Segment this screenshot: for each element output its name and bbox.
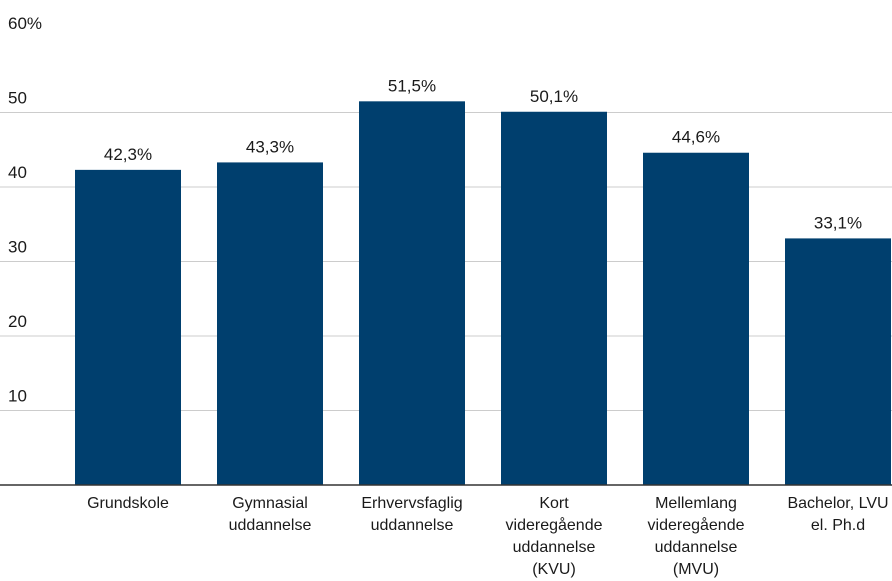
- y-tick-label: 40: [8, 163, 27, 182]
- category-label: Gymnasial: [232, 495, 308, 512]
- data-labels: 42,3% 43,3% 51,5% 50,1% 44,6% 33,1%: [104, 76, 862, 232]
- bar: [359, 101, 465, 485]
- category-label: uddannelse: [371, 517, 454, 534]
- bar-value-label: 42,3%: [104, 145, 152, 164]
- y-axis-ticks: 10 20 30 40 50 60%: [8, 14, 42, 406]
- category-label: Bachelor, LVU: [787, 495, 888, 512]
- bar: [217, 162, 323, 486]
- bars: [75, 101, 891, 486]
- bar-value-label: 33,1%: [814, 213, 862, 232]
- category-label: Kort: [539, 495, 569, 512]
- category-label: uddannelse: [655, 539, 738, 556]
- category-label: Grundskole: [87, 495, 169, 512]
- bar-value-label: 51,5%: [388, 76, 436, 95]
- category-label: Mellemlang: [655, 495, 737, 512]
- bar-value-label: 44,6%: [672, 128, 720, 147]
- category-label: uddannelse: [229, 517, 312, 534]
- category-label: uddannelse: [513, 539, 596, 556]
- category-label: videregående: [648, 516, 745, 534]
- y-tick-label: 10: [8, 387, 27, 406]
- category-label: Erhvervsfaglig: [361, 495, 462, 512]
- y-tick-label: 50: [8, 89, 27, 108]
- bar: [75, 169, 181, 486]
- y-tick-label: 60%: [8, 14, 42, 33]
- bar: [785, 238, 891, 485]
- category-label: (KVU): [532, 561, 576, 578]
- bar: [643, 152, 749, 486]
- y-tick-label: 20: [8, 312, 27, 331]
- x-axis-categories: Grundskole Gymnasial uddannelse Erhvervsfag…: [87, 495, 888, 578]
- category-label: el. Ph.d: [811, 517, 865, 534]
- bar-value-label: 50,1%: [530, 87, 578, 106]
- bar: [501, 111, 607, 485]
- category-label: (MVU): [673, 561, 719, 578]
- y-tick-label: 30: [8, 238, 27, 257]
- category-label: videregående: [506, 516, 603, 534]
- bar-value-label: 43,3%: [246, 137, 294, 156]
